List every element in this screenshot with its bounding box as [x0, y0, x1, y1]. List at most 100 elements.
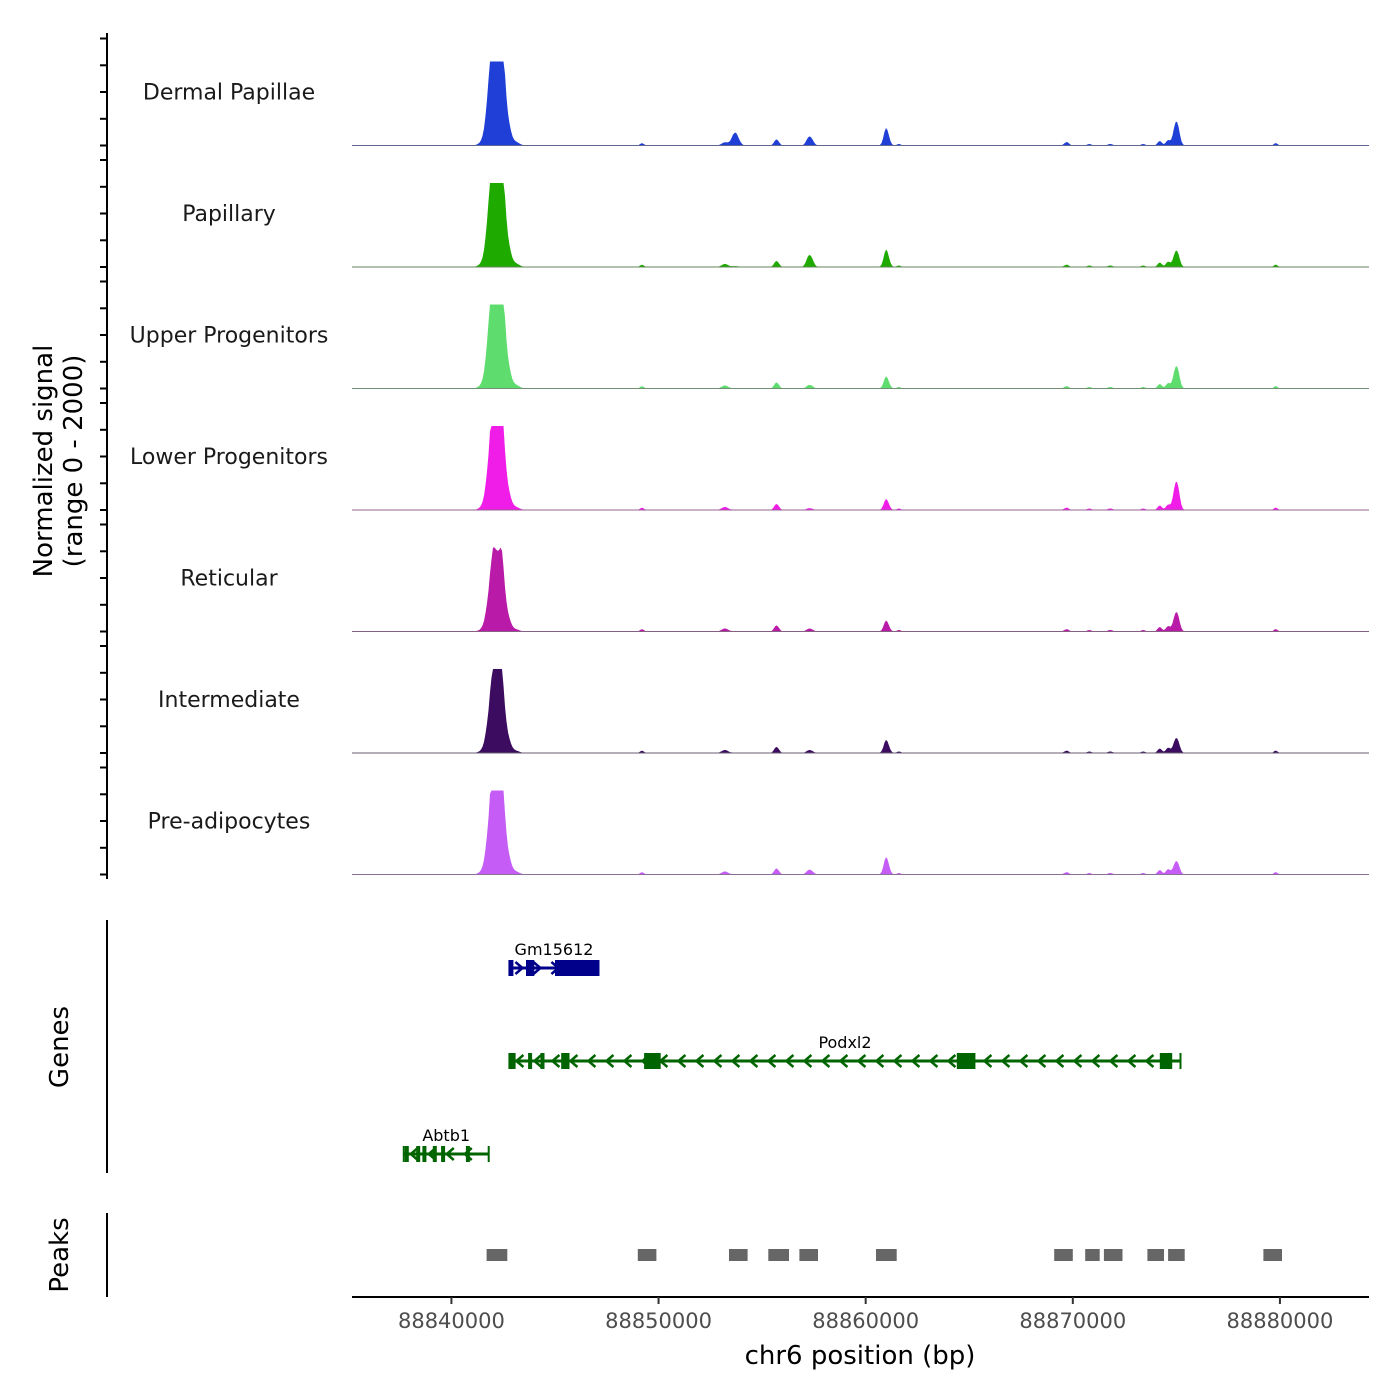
strand-arrow	[694, 1054, 705, 1068]
track-intermediate: Intermediate	[158, 669, 1369, 754]
track-label: Reticular	[180, 567, 278, 592]
genes-axis-title: Genes	[45, 1006, 75, 1088]
strand-arrow	[1090, 1054, 1101, 1068]
gene-exon	[404, 1146, 409, 1162]
gene-exon	[509, 1053, 516, 1069]
strand-arrow	[408, 1147, 419, 1161]
peak-region	[1054, 1249, 1073, 1261]
peak-region	[799, 1249, 818, 1261]
gene-exon	[465, 1146, 470, 1162]
peak-region	[729, 1249, 748, 1261]
track-papillary: Papillary	[182, 183, 1369, 268]
strand-arrow	[982, 1054, 993, 1068]
signal-y-axis	[100, 33, 108, 879]
gene-exon	[540, 1053, 545, 1069]
strand-arrow	[622, 1054, 633, 1068]
gene-exon	[422, 1146, 427, 1162]
signal-area	[352, 790, 1369, 875]
x-tick-label: 88870000	[1019, 1309, 1126, 1333]
gene-exon	[1159, 1053, 1173, 1069]
strand-arrow	[748, 1054, 759, 1068]
gene-exon	[432, 1146, 437, 1162]
gene-exon	[555, 960, 599, 976]
strand-arrow	[1126, 1054, 1137, 1068]
x-tick-label: 88850000	[605, 1309, 712, 1333]
strand-arrow	[532, 961, 543, 975]
x-tick-label: 88840000	[398, 1309, 505, 1333]
track-reticular: Reticular	[180, 547, 1369, 632]
strand-arrow	[820, 1054, 831, 1068]
peak-region	[637, 1249, 657, 1261]
strand-arrow	[784, 1054, 795, 1068]
strand-arrow	[514, 961, 525, 975]
strand-arrow	[514, 1054, 525, 1068]
gene-exon	[441, 1146, 446, 1162]
signal-area	[352, 547, 1369, 632]
strand-arrow	[838, 1054, 849, 1068]
peak-regions	[486, 1249, 1282, 1261]
peaks-axis-title: Peaks	[45, 1217, 75, 1292]
peak-region	[486, 1249, 508, 1261]
gene-exon	[528, 1053, 533, 1069]
strand-arrow	[444, 1147, 455, 1161]
strand-arrow	[550, 1054, 561, 1068]
signal-tracks: Dermal Papillae Papillary Upper Progenitor…	[130, 61, 1369, 875]
track-label: Papillary	[182, 202, 276, 227]
gene-label: Abtb1	[422, 1126, 470, 1145]
strand-arrow	[1072, 1054, 1083, 1068]
track-label: Intermediate	[158, 688, 300, 713]
gene-exon	[561, 1053, 570, 1069]
signal-area	[352, 304, 1369, 389]
gene-abtb1: Abtb1	[402, 1126, 490, 1162]
gene-annotations: Gm15612 Podxl2 Abtb1	[402, 940, 1182, 1162]
track-label: Pre-adipocytes	[148, 810, 311, 835]
y-axis-title-line2: (range 0 - 2000)	[59, 355, 89, 568]
strand-arrow	[676, 1054, 687, 1068]
track-label: Lower Progenitors	[130, 445, 328, 470]
strand-arrow	[766, 1054, 777, 1068]
peak-region	[1263, 1249, 1282, 1261]
gene-exon	[644, 1053, 661, 1069]
track-pre-adipocytes: Pre-adipocytes	[148, 790, 1369, 875]
peak-region	[1085, 1249, 1100, 1261]
signal-area	[352, 61, 1369, 146]
strand-arrow	[1036, 1054, 1047, 1068]
track-upper-progenitors: Upper Progenitors	[130, 304, 1369, 389]
strand-arrow	[1000, 1054, 1011, 1068]
strand-arrow	[802, 1054, 813, 1068]
track-dermal-papillae: Dermal Papillae	[143, 61, 1369, 146]
x-tick-label: 88860000	[812, 1309, 919, 1333]
strand-arrow	[712, 1054, 723, 1068]
signal-area	[352, 183, 1369, 267]
strand-arrow	[1108, 1054, 1119, 1068]
peak-region	[1147, 1249, 1164, 1261]
strand-arrow	[1018, 1054, 1029, 1068]
x-axis-title: chr6 position (bp)	[745, 1341, 976, 1371]
peak-region	[1103, 1249, 1123, 1261]
gene-exon	[956, 1053, 976, 1069]
y-axis-title-line1: Normalized signal	[29, 345, 59, 578]
strand-arrow	[1144, 1054, 1155, 1068]
strand-arrow	[856, 1054, 867, 1068]
strand-arrow	[874, 1054, 885, 1068]
gene-exon	[526, 960, 535, 976]
peak-region	[876, 1249, 897, 1261]
gene-exon	[509, 960, 514, 976]
x-axis: 88840000 88850000 88860000 88870000 88880000	[398, 1297, 1333, 1333]
strand-arrow	[928, 1054, 939, 1068]
strand-arrow	[604, 1054, 615, 1068]
strand-arrow	[532, 1054, 543, 1068]
track-label: Upper Progenitors	[130, 324, 329, 349]
strand-arrow	[892, 1054, 903, 1068]
track-lower-progenitors: Lower Progenitors	[130, 426, 1369, 511]
strand-arrow	[946, 1054, 957, 1068]
signal-area	[352, 426, 1369, 510]
strand-arrow	[586, 1054, 597, 1068]
strand-arrow	[568, 1054, 579, 1068]
strand-arrow	[730, 1054, 741, 1068]
strand-arrow	[1054, 1054, 1065, 1068]
track-label: Dermal Papillae	[143, 81, 315, 106]
peak-region	[768, 1249, 789, 1261]
gene-gm15612: Gm15612	[508, 940, 600, 976]
